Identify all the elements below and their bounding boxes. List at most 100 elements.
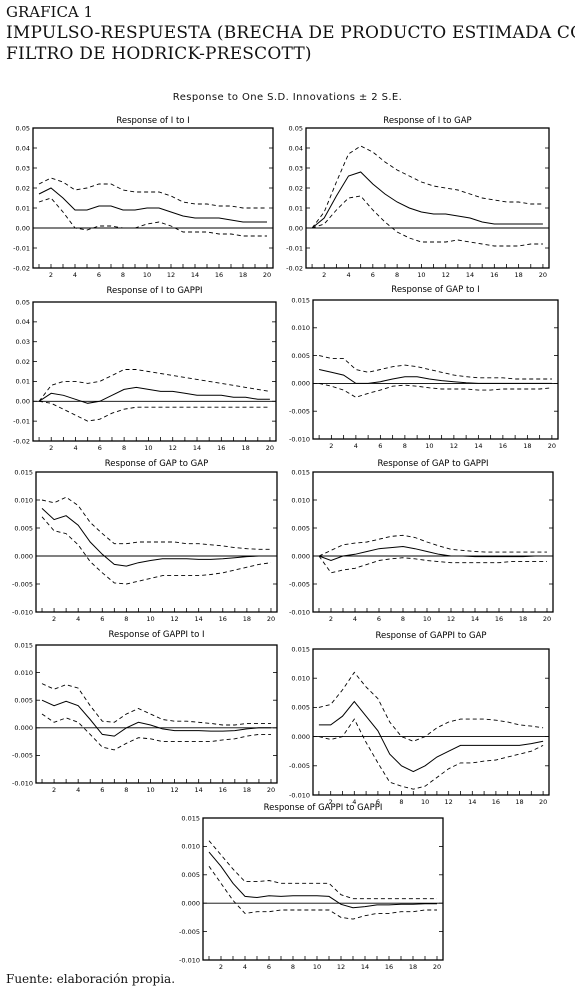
x-tick-label: 12 — [337, 963, 345, 971]
source-note: Fuente: elaboración propia. — [6, 972, 176, 986]
lower-band-line — [318, 555, 547, 574]
chart-panel-gap-to-gappi: Response of GAP to GAPPI -0.010 -0.005 0.00… — [289, 459, 554, 623]
x-tick-label: 4 — [346, 271, 350, 279]
x-tick-label: 20 — [539, 798, 547, 806]
x-tick-label: 6 — [98, 444, 102, 452]
response-line — [318, 545, 547, 562]
x-tick-label: 6 — [378, 442, 382, 450]
y-tick-label: -0.02 — [286, 264, 303, 272]
x-tick-label: 4 — [73, 271, 77, 279]
x-tick-label: 6 — [97, 271, 101, 279]
y-tick-label: -0.005 — [289, 408, 310, 416]
x-tick-label: 18 — [239, 271, 247, 279]
x-tick-label: 12 — [445, 798, 453, 806]
chart-panel-gappi-to-gappi: Response of GAPPI to GAPPI -0.010 -0.005 0.… — [179, 803, 444, 971]
x-tick-label: 20 — [539, 271, 547, 279]
figure-title-line-2: FILTRO DE HODRICK-PRESCOTT) — [6, 44, 312, 64]
x-tick-label: 4 — [243, 963, 247, 971]
y-tick-label: -0.02 — [13, 264, 30, 272]
upper-band-line — [38, 369, 270, 402]
panel-title: Response of GAPPI to GAP — [375, 631, 486, 641]
x-tick-label: 14 — [193, 444, 201, 452]
y-tick-label: -0.010 — [12, 779, 33, 787]
x-tick-label: 4 — [354, 442, 358, 450]
x-tick-label: 2 — [329, 798, 333, 806]
y-tick-label: 0.015 — [14, 641, 33, 649]
x-tick-label: 8 — [403, 442, 407, 450]
chart-panel-i-to-gap: Response of I to GAP -0.02 -0.01 0.00 0.01 0.… — [286, 116, 550, 279]
x-tick-label: 8 — [124, 615, 128, 623]
y-tick-label: 0.015 — [14, 468, 33, 476]
x-tick-label: 12 — [442, 271, 450, 279]
upper-band-line — [318, 671, 544, 742]
x-tick-label: 6 — [376, 798, 380, 806]
y-tick-label: 0.000 — [14, 552, 33, 560]
x-tick-label: 6 — [371, 271, 375, 279]
x-tick-label: 2 — [329, 442, 333, 450]
panel-title: Response of GAPPI to I — [108, 630, 204, 640]
y-tick-label: 0.005 — [14, 697, 33, 705]
lower-band-line — [41, 516, 272, 585]
x-tick-label: 18 — [243, 615, 251, 623]
x-tick-label: 4 — [352, 798, 356, 806]
x-tick-label: 12 — [167, 271, 175, 279]
plot-frame — [35, 471, 278, 613]
y-tick-label: 0.010 — [291, 675, 310, 683]
response-line — [318, 369, 552, 384]
plot-frame — [312, 471, 554, 613]
y-tick-label: 0.010 — [291, 496, 310, 504]
x-tick-label: 12 — [170, 615, 178, 623]
lower-band-line — [311, 195, 543, 247]
x-tick-label: 16 — [215, 271, 223, 279]
y-tick-label: 0.000 — [181, 900, 200, 908]
response-line — [318, 700, 544, 773]
y-tick-label: -0.010 — [289, 435, 310, 443]
panel-title: Response of GAP to GAPPI — [377, 459, 488, 469]
y-tick-label: 0.000 — [291, 552, 310, 560]
y-tick-label: 0.000 — [14, 724, 33, 732]
x-tick-label: 16 — [495, 615, 503, 623]
x-tick-label: 10 — [423, 615, 431, 623]
x-tick-label: 8 — [401, 615, 405, 623]
x-tick-label: 14 — [195, 615, 203, 623]
upper-band-line — [208, 840, 437, 900]
y-tick-label: 0.01 — [289, 204, 303, 212]
x-tick-label: 12 — [169, 444, 177, 452]
x-tick-label: 2 — [49, 271, 53, 279]
x-tick-label: 6 — [377, 615, 381, 623]
x-tick-label: 2 — [52, 615, 56, 623]
y-tick-label: 0.03 — [16, 164, 30, 172]
plot-frame — [312, 648, 550, 796]
x-tick-label: 16 — [217, 444, 225, 452]
panel-title: Response of I to I — [116, 116, 189, 126]
panel-title: Response of I to GAPPI — [106, 286, 202, 296]
y-tick-label: -0.005 — [179, 928, 200, 936]
x-tick-label: 14 — [466, 271, 474, 279]
chart-panel-gap-to-gap: Response of GAP to GAP -0.010 -0.005 0.000 0… — [12, 459, 278, 623]
chart-panel-gap-to-i: Response of GAP to I -0.010 -0.005 0.000 0.0… — [289, 285, 559, 450]
y-tick-label: 0.04 — [16, 144, 30, 152]
chart-panel-i-to-gappi: Response of I to GAPPI -0.02 -0.01 0.00 0.01… — [13, 286, 277, 452]
y-tick-label: 0.015 — [181, 814, 200, 822]
x-tick-label: 2 — [49, 444, 53, 452]
lower-band-line — [41, 713, 271, 751]
x-tick-label: 16 — [385, 963, 393, 971]
x-tick-label: 8 — [395, 271, 399, 279]
y-tick-label: -0.01 — [13, 244, 30, 252]
response-line — [208, 851, 437, 909]
x-tick-label: 10 — [146, 786, 154, 794]
y-tick-label: 0.010 — [291, 324, 310, 332]
x-tick-label: 16 — [499, 442, 507, 450]
y-tick-label: 0.03 — [289, 164, 303, 172]
y-tick-label: 0.005 — [14, 524, 33, 532]
y-tick-label: 0.03 — [16, 338, 30, 346]
y-tick-label: 0.015 — [291, 296, 310, 304]
x-tick-label: 14 — [191, 271, 199, 279]
x-tick-label: 14 — [468, 798, 476, 806]
y-tick-label: 0.00 — [16, 224, 30, 232]
panel-title: Response of GAP to I — [391, 285, 479, 295]
x-tick-label: 8 — [121, 271, 125, 279]
y-tick-label: 0.02 — [289, 184, 303, 192]
figure-subtitle: Response to One S.D. Innovations ± 2 S.E… — [172, 92, 403, 103]
plot-frame — [35, 644, 278, 784]
